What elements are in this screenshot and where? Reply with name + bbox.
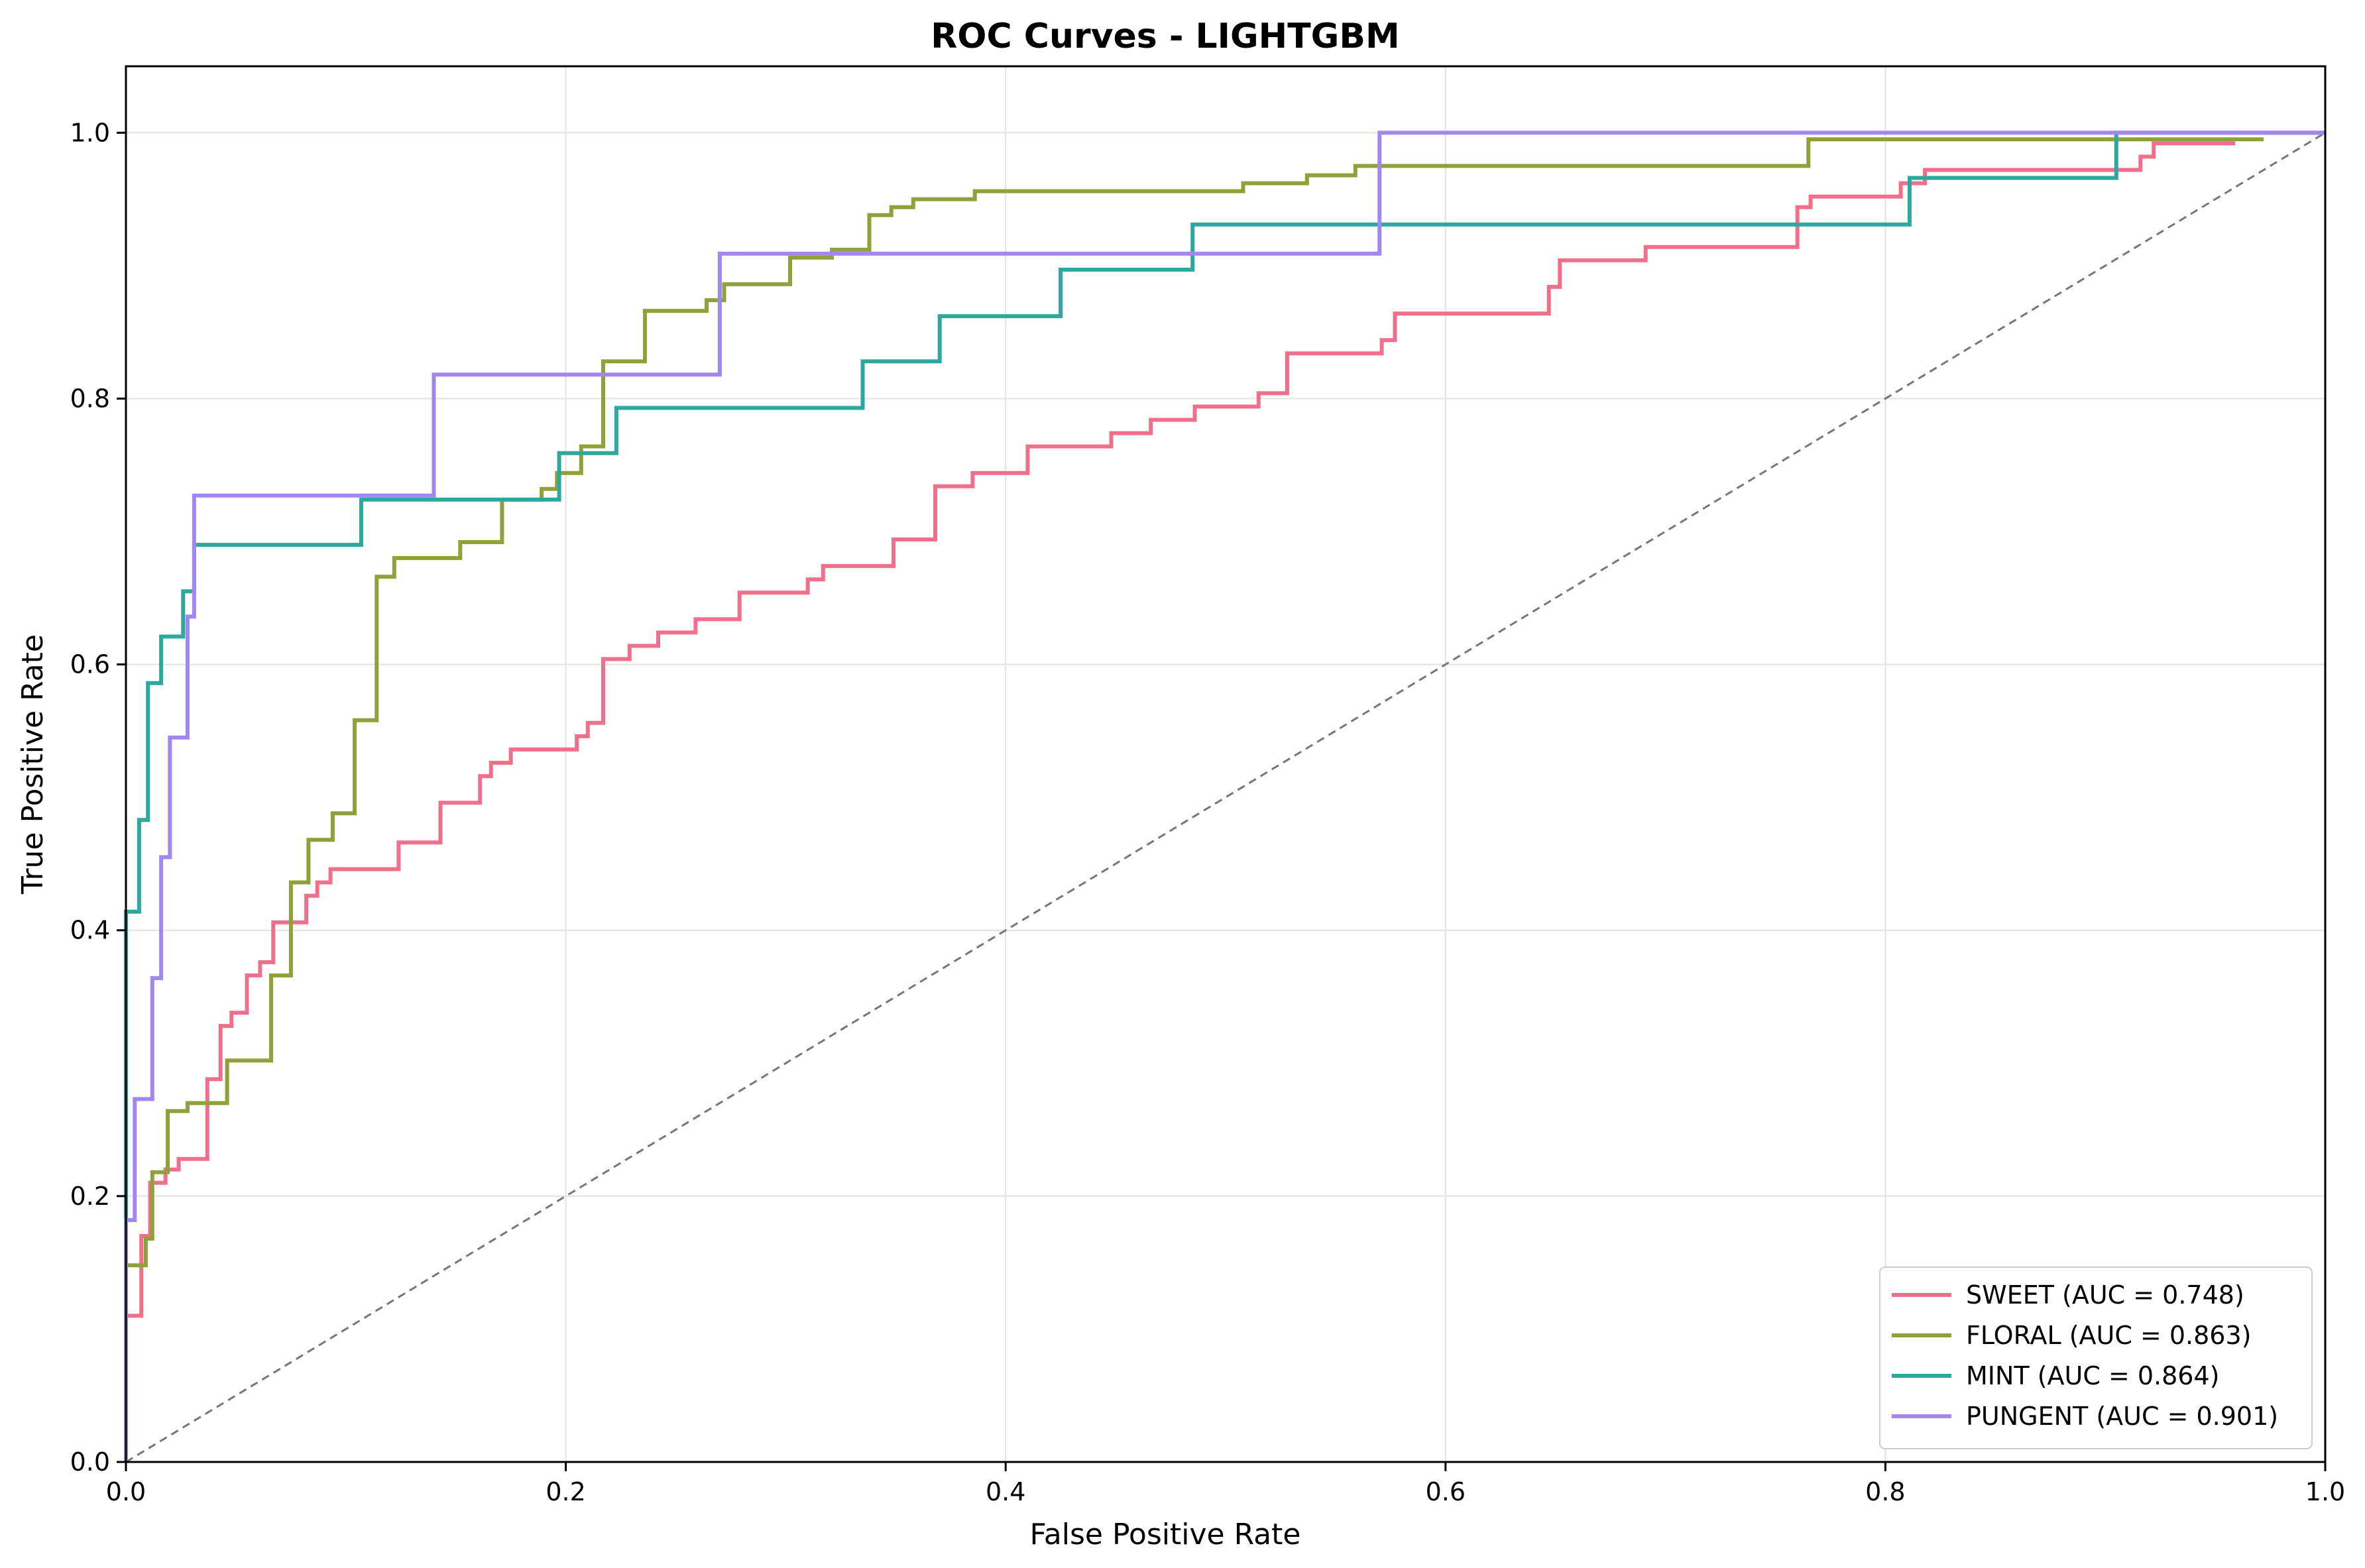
y-tick-label: 0.4 [70, 916, 110, 945]
y-tick-label: 0.2 [70, 1182, 110, 1211]
y-axis-label: True Positive Rate [16, 634, 50, 895]
grid-lines [125, 66, 2326, 1463]
series-lines [124, 131, 2325, 1462]
y-tick-label: 0.0 [70, 1447, 110, 1477]
legend-label: PUNGENT (AUC = 0.901) [1966, 1402, 2278, 1431]
chance-reference-line [125, 132, 2326, 1463]
legend-box [1879, 1266, 2313, 1449]
x-tick-label: 0.0 [106, 1477, 146, 1506]
plot-frame [125, 65, 2327, 1463]
legend: SWEET (AUC = 0.748) FLORAL (AUC = 0.863) M… [1879, 1266, 2313, 1449]
x-tick-label: 0.2 [546, 1477, 585, 1506]
y-axis-ticks: 0.0 0.2 0.4 0.6 0.8 1.0 [70, 118, 126, 1477]
x-axis-ticks: 0.0 0.2 0.4 0.6 0.8 1.0 [106, 1462, 2345, 1506]
roc-line-series-0 [124, 141, 2235, 1462]
x-tick-label: 0.4 [986, 1477, 1025, 1506]
legend-label: SWEET (AUC = 0.748) [1966, 1280, 2244, 1310]
x-tick-label: 0.6 [1426, 1477, 1466, 1506]
chart-title: ROC Curves - LIGHTGBM [931, 17, 1399, 56]
y-tick-label: 0.8 [70, 384, 110, 413]
y-tick-label: 1.0 [70, 118, 110, 147]
x-tick-label: 1.0 [2305, 1477, 2345, 1506]
x-tick-label: 0.8 [1865, 1477, 1905, 1506]
x-axis-label: False Positive Rate [1030, 1518, 1301, 1551]
legend-label: FLORAL (AUC = 0.863) [1966, 1321, 2251, 1350]
roc-line-series-3 [124, 131, 2325, 1462]
legend-label: MINT (AUC = 0.864) [1966, 1361, 2220, 1390]
roc-line-series-1 [124, 137, 2264, 1462]
roc-line-series-2 [124, 131, 2325, 1462]
y-tick-label: 0.6 [70, 650, 110, 679]
